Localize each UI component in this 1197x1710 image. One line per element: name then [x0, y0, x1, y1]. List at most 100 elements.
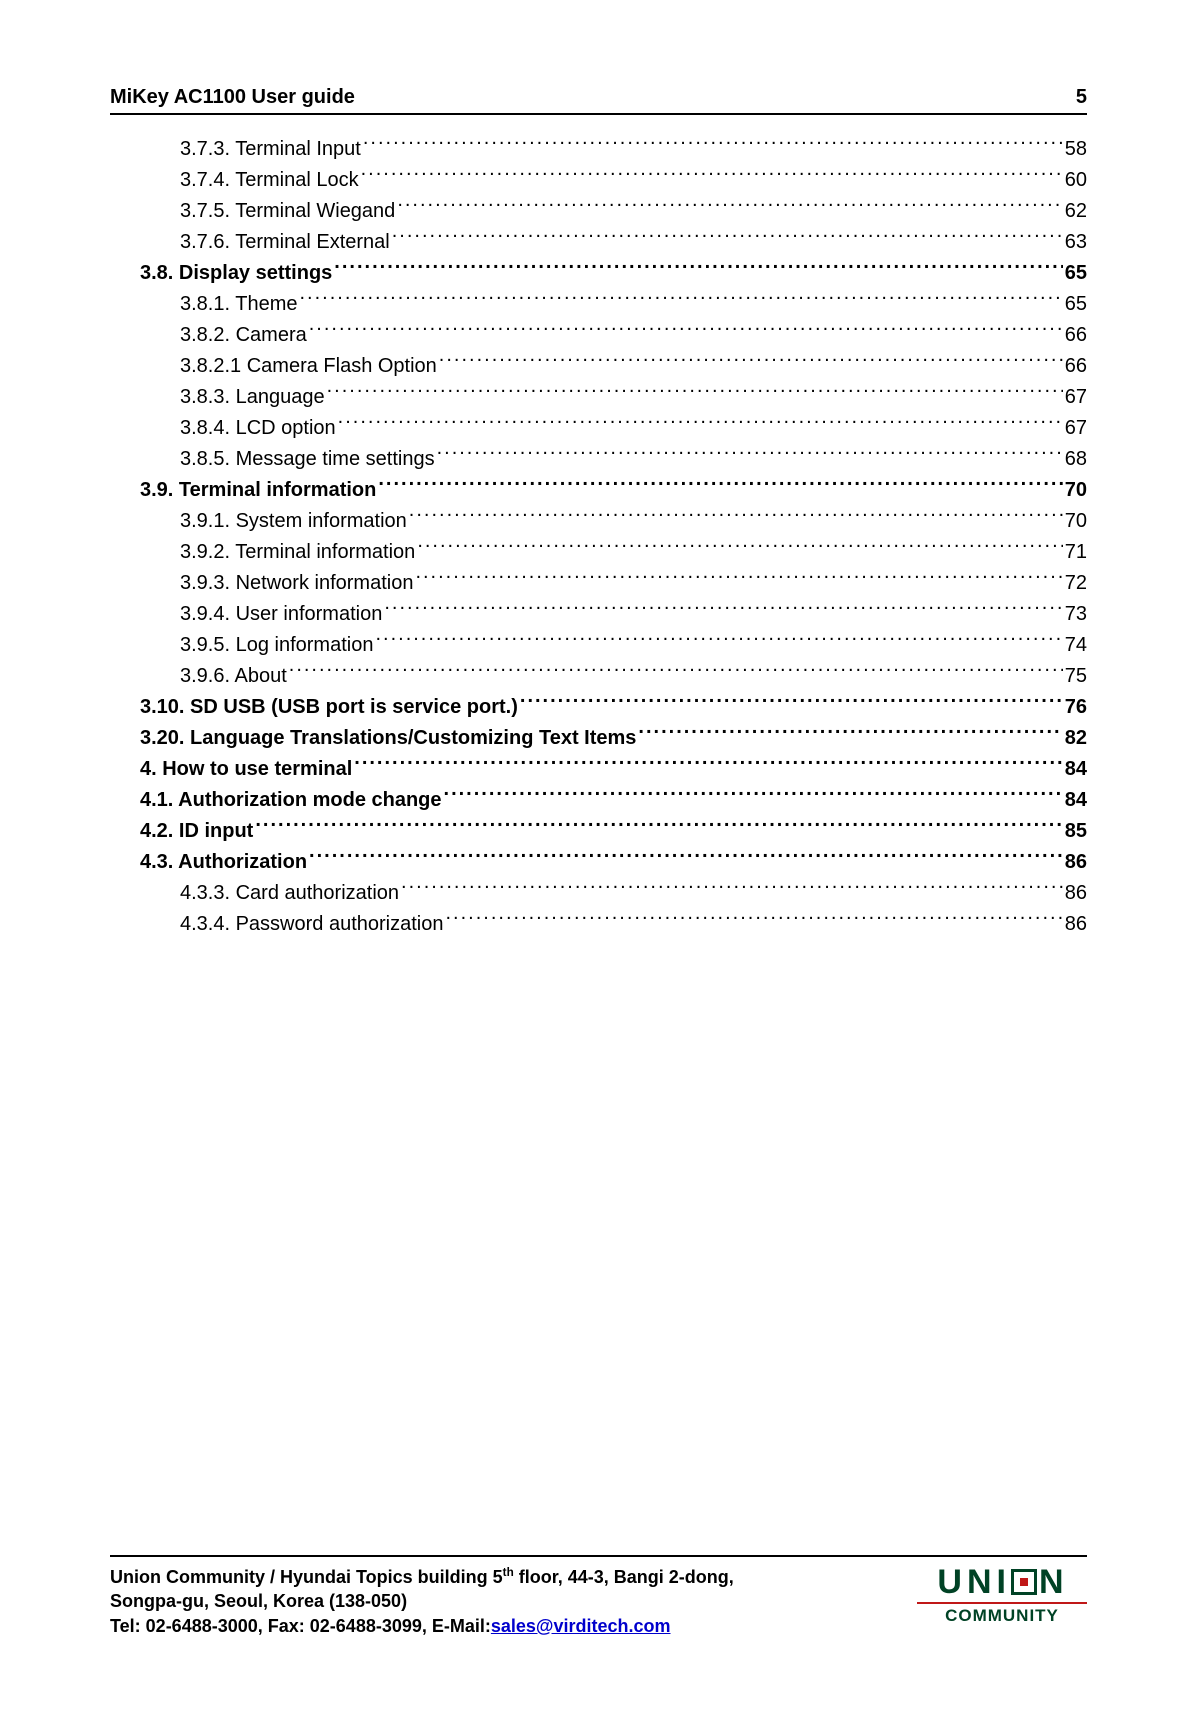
toc-leader-dots [417, 536, 1062, 558]
toc-entry-label: 4.2. ID input [140, 816, 253, 846]
toc-leader-dots [309, 846, 1063, 868]
toc-entry-label: 4. How to use terminal [140, 754, 352, 784]
toc-entry-label: 3.7.5. Terminal Wiegand [180, 196, 395, 226]
toc-entry-label: 3.9.4. User information [180, 599, 382, 629]
toc-entry[interactable]: 3.8.2. Camera66 [110, 319, 1087, 350]
toc-entry-page: 86 [1065, 909, 1087, 939]
toc-leader-dots [415, 567, 1062, 589]
toc-leader-dots [446, 908, 1063, 930]
toc-entry-page: 86 [1065, 847, 1087, 877]
table-of-contents: 3.7.3. Terminal Input583.7.4. Terminal L… [110, 133, 1087, 939]
toc-entry-label: 3.8.2. Camera [180, 320, 307, 350]
toc-entry-page: 68 [1065, 444, 1087, 474]
toc-leader-dots [439, 350, 1063, 372]
toc-entry-page: 82 [1065, 723, 1087, 753]
toc-leader-dots [397, 195, 1062, 217]
toc-leader-dots [363, 133, 1063, 155]
toc-leader-dots [361, 164, 1063, 186]
toc-entry[interactable]: 3.8.5. Message time settings 68 [110, 443, 1087, 474]
toc-leader-dots [638, 722, 1062, 744]
toc-entry-page: 72 [1065, 568, 1087, 598]
footer-text: Union Community / Hyundai Topics buildin… [110, 1565, 734, 1638]
toc-entry-label: 3.8.5. Message time settings [180, 444, 435, 474]
toc-entry-label: 3.9.6. About [180, 661, 287, 691]
toc-entry-label: 3.9.2. Terminal information [180, 537, 415, 567]
toc-entry-label: 4.3.4. Password authorization [180, 909, 444, 939]
toc-entry-label: 4.3.3. Card authorization [180, 878, 399, 908]
toc-entry-page: 85 [1065, 816, 1087, 846]
toc-leader-dots [255, 815, 1062, 837]
toc-entry[interactable]: 3.9.1. System information70 [110, 505, 1087, 536]
toc-entry[interactable]: 3.8.1. Theme 65 [110, 288, 1087, 319]
toc-entry-label: 3.8. Display settings [140, 258, 332, 288]
toc-leader-dots [334, 257, 1062, 279]
toc-entry[interactable]: 4.2. ID input 85 [110, 815, 1087, 846]
toc-leader-dots [289, 660, 1063, 682]
toc-leader-dots [375, 629, 1062, 651]
toc-entry-label: 3.8.2.1 Camera Flash Option [180, 351, 437, 381]
toc-entry-label: 3.20. Language Translations/Customizing … [140, 723, 636, 753]
toc-leader-dots [392, 226, 1063, 248]
toc-entry-page: 65 [1065, 289, 1087, 319]
toc-entry[interactable]: 3.7.4. Terminal Lock 60 [110, 164, 1087, 195]
footer-row: Union Community / Hyundai Topics buildin… [110, 1565, 1087, 1638]
toc-entry-label: 3.10. SD USB (USB port is service port.) [140, 692, 518, 722]
footer-line1-sup: th [503, 1566, 514, 1579]
toc-entry[interactable]: 3.7.6. Terminal External63 [110, 226, 1087, 257]
toc-entry[interactable]: 3.10. SD USB (USB port is service port.)… [110, 691, 1087, 722]
logo-divider [917, 1602, 1087, 1604]
toc-entry[interactable]: 4.1. Authorization mode change 84 [110, 784, 1087, 815]
toc-entry-label: 4.3. Authorization [140, 847, 307, 877]
toc-entry-page: 84 [1065, 754, 1087, 784]
toc-entry-label: 3.7.4. Terminal Lock [180, 165, 359, 195]
toc-entry[interactable]: 3.7.3. Terminal Input58 [110, 133, 1087, 164]
toc-leader-dots [437, 443, 1063, 465]
toc-entry-label: 3.8.1. Theme [180, 289, 297, 319]
toc-leader-dots [354, 753, 1062, 775]
toc-entry-label: 3.9.5. Log information [180, 630, 373, 660]
toc-entry-page: 58 [1065, 134, 1087, 164]
toc-entry-page: 75 [1065, 661, 1087, 691]
toc-entry-page: 76 [1065, 692, 1087, 722]
toc-entry[interactable]: 3.8.3. Language 67 [110, 381, 1087, 412]
toc-entry[interactable]: 4.3. Authorization 86 [110, 846, 1087, 877]
toc-entry-label: 3.9.3. Network information [180, 568, 413, 598]
toc-entry[interactable]: 3.8.4. LCD option 67 [110, 412, 1087, 443]
toc-entry-page: 70 [1065, 506, 1087, 536]
toc-entry[interactable]: 3.9.2. Terminal information 71 [110, 536, 1087, 567]
toc-entry-page: 84 [1065, 785, 1087, 815]
toc-entry-page: 71 [1065, 537, 1087, 567]
toc-entry-label: 3.8.3. Language [180, 382, 325, 412]
toc-leader-dots [378, 474, 1062, 496]
logo-top-text: UNI N [917, 1565, 1087, 1599]
toc-entry[interactable]: 3.20. Language Translations/Customizing … [110, 722, 1087, 753]
toc-entry-label: 4.1. Authorization mode change [140, 785, 442, 815]
toc-entry-page: 65 [1065, 258, 1087, 288]
toc-leader-dots [338, 412, 1063, 434]
toc-entry[interactable]: 3.9.6. About 75 [110, 660, 1087, 691]
toc-entry[interactable]: 3.9. Terminal information70 [110, 474, 1087, 505]
toc-entry-page: 63 [1065, 227, 1087, 257]
page: MiKey AC1100 User guide 5 3.7.3. Termina… [0, 0, 1197, 1710]
toc-entry[interactable]: 3.8.2.1 Camera Flash Option66 [110, 350, 1087, 381]
toc-entry[interactable]: 4.3.3. Card authorization 86 [110, 877, 1087, 908]
toc-entry[interactable]: 3.9.3. Network information 72 [110, 567, 1087, 598]
toc-entry[interactable]: 4.3.4. Password authorization 86 [110, 908, 1087, 939]
toc-entry[interactable]: 4. How to use terminal 84 [110, 753, 1087, 784]
toc-entry[interactable]: 3.7.5. Terminal Wiegand 62 [110, 195, 1087, 226]
toc-entry-page: 62 [1065, 196, 1087, 226]
toc-entry-page: 67 [1065, 382, 1087, 412]
footer-rule [110, 1555, 1087, 1557]
footer-email-link[interactable]: sales@virditech.com [491, 1616, 671, 1636]
footer-line3-before: Tel: 02-6488-3000, Fax: 02-6488-3099, E-… [110, 1616, 491, 1636]
toc-leader-dots [384, 598, 1062, 620]
toc-leader-dots [299, 288, 1062, 310]
toc-entry[interactable]: 3.9.4. User information 73 [110, 598, 1087, 629]
toc-entry[interactable]: 3.9.5. Log information74 [110, 629, 1087, 660]
toc-entry-label: 3.8.4. LCD option [180, 413, 336, 443]
page-header: MiKey AC1100 User guide 5 [110, 86, 1087, 115]
toc-entry[interactable]: 3.8. Display settings 65 [110, 257, 1087, 288]
page-footer: Union Community / Hyundai Topics buildin… [110, 1555, 1087, 1638]
toc-leader-dots [309, 319, 1063, 341]
toc-leader-dots [401, 877, 1063, 899]
